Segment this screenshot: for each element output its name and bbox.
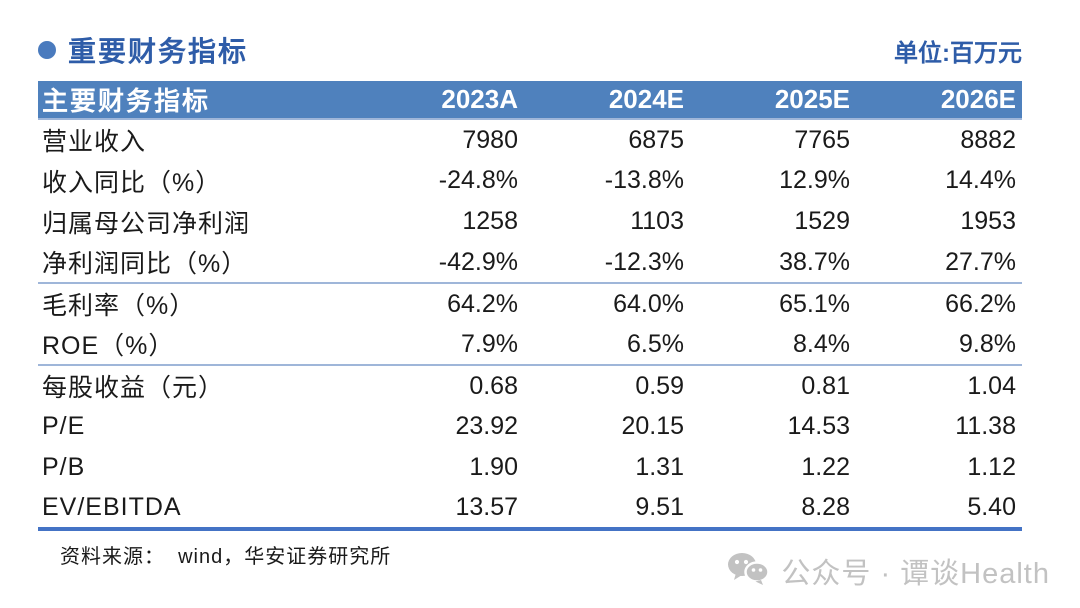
row-label: 收入同比（%） <box>42 168 222 197</box>
cell-value: 1.22 <box>801 453 850 481</box>
column-header-2024e: 2024E <box>524 81 690 119</box>
row-label: 每股收益（元） <box>42 374 225 402</box>
cell-value: 38.7% <box>779 247 850 276</box>
cell-value: 6.5% <box>627 329 684 358</box>
title-bar: 重要财务指标 单位:百万元 <box>38 30 1022 70</box>
table-row-ev-ebitda: EV/EBITDA 13.57 9.51 8.28 5.40 <box>38 488 1022 529</box>
cell-value: 7.9% <box>461 329 518 358</box>
cell-value: 8.28 <box>801 493 850 521</box>
wechat-icon <box>727 552 771 591</box>
cell-value: 64.2% <box>447 289 518 318</box>
cell-value: 1.31 <box>635 453 684 481</box>
column-header-metric: 主要财务指标 <box>38 81 358 119</box>
column-header-2025e: 2025E <box>690 81 856 119</box>
unit-label: 单位:百万元 <box>894 39 1022 67</box>
source-note: 资料来源： wind，华安证券研究所 <box>60 546 392 568</box>
row-label: P/B <box>42 453 86 481</box>
table-row-pb: P/B 1.90 1.31 1.22 1.12 <box>38 447 1022 488</box>
table-row-gross-margin: 毛利率（%） 64.2% 64.0% 65.1% 66.2% <box>38 283 1022 324</box>
cell-value: 65.1% <box>779 289 850 318</box>
cell-value: 0.59 <box>635 371 684 400</box>
row-label: 净利润同比（%） <box>42 250 248 278</box>
column-header-2023a: 2023A <box>358 81 524 119</box>
cell-value: -12.3% <box>604 247 684 276</box>
row-label: ROE（%） <box>42 332 175 360</box>
table-row-pe: P/E 23.92 20.15 14.53 11.38 <box>38 406 1022 447</box>
table-header-row: 主要财务指标 2023A 2024E 2025E 2026E <box>38 81 1022 119</box>
cell-value: -42.9% <box>438 247 518 276</box>
cell-value: 27.7% <box>945 247 1016 276</box>
cell-value: 12.9% <box>779 166 850 194</box>
column-header-2026e: 2026E <box>856 81 1022 119</box>
cell-value: 1103 <box>630 207 684 235</box>
cell-value: 8.4% <box>793 329 850 358</box>
row-label: 毛利率（%） <box>42 292 196 320</box>
cell-value: 64.0% <box>613 289 684 318</box>
cell-value: 14.53 <box>787 412 850 440</box>
report-table-block: 重要财务指标 单位:百万元 主要财务指标 2023A 2024E 2025E 2… <box>38 0 1022 569</box>
cell-value: 20.15 <box>621 412 684 440</box>
cell-value: 0.68 <box>469 371 518 400</box>
cell-value: 23.92 <box>455 412 518 440</box>
cell-value: 1529 <box>794 207 850 235</box>
cell-value: 0.81 <box>801 371 850 400</box>
bullet-icon <box>38 41 56 59</box>
cell-value: 1.12 <box>967 453 1016 481</box>
cell-value: 1258 <box>462 207 518 235</box>
table-row-net-profit: 归属母公司净利润 1258 1103 1529 1953 <box>38 201 1022 242</box>
cell-value: 7765 <box>794 125 850 154</box>
cell-value: 5.40 <box>967 493 1016 521</box>
cell-value: 1953 <box>960 207 1016 235</box>
section-title: 重要财务指标 <box>38 30 248 70</box>
cell-value: 9.8% <box>959 329 1016 358</box>
watermark-text: 公众号 · 谭谈Health <box>781 558 1050 590</box>
row-label: P/E <box>42 412 86 440</box>
table-row-net-profit-yoy: 净利润同比（%） -42.9% -12.3% 38.7% 27.7% <box>38 242 1022 283</box>
table-row-eps: 每股收益（元） 0.68 0.59 0.81 1.04 <box>38 365 1022 406</box>
cell-value: 13.57 <box>455 493 518 521</box>
cell-value: 1.90 <box>469 453 518 481</box>
table-row-roe: ROE（%） 7.9% 6.5% 8.4% 9.8% <box>38 324 1022 365</box>
cell-value: 11.38 <box>955 412 1016 440</box>
row-label: 归属母公司净利润 <box>42 209 251 238</box>
watermark: 公众号 · 谭谈Health <box>727 550 1050 592</box>
cell-value: 66.2% <box>945 289 1016 318</box>
cell-value: 7980 <box>462 125 518 154</box>
cell-value: -24.8% <box>438 166 518 194</box>
cell-value: -13.8% <box>604 166 684 194</box>
table-row-revenue-yoy: 收入同比（%） -24.8% -13.8% 12.9% 14.4% <box>38 160 1022 201</box>
cell-value: 9.51 <box>635 493 684 521</box>
row-label: 营业收入 <box>42 128 147 156</box>
financial-metrics-table: 主要财务指标 2023A 2024E 2025E 2026E 营业收入 7980… <box>38 81 1022 531</box>
cell-value: 6875 <box>628 125 684 154</box>
table-row-revenue: 营业收入 7980 6875 7765 8882 <box>38 119 1022 160</box>
cell-value: 8882 <box>960 125 1016 154</box>
cell-value: 1.04 <box>967 371 1016 400</box>
page-title: 重要财务指标 <box>68 36 249 67</box>
cell-value: 14.4% <box>945 166 1016 194</box>
row-label: EV/EBITDA <box>42 493 182 521</box>
